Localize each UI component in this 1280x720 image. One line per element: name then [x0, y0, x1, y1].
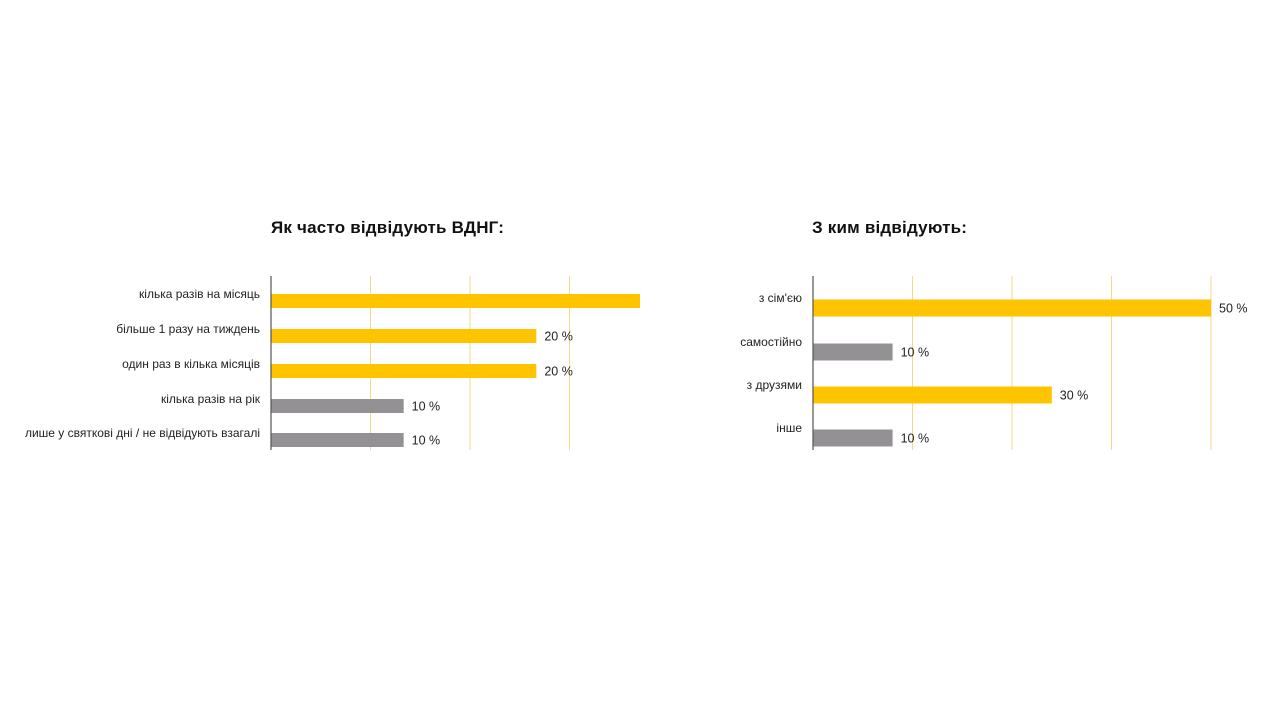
category-label: лише у святкові дні / не відвідують взаг…	[25, 426, 260, 440]
bar	[271, 433, 404, 447]
value-label: 30 %	[1060, 389, 1089, 403]
category-label: самостійно	[740, 335, 802, 349]
chart-visit-company: З ким відвідують: 50 % з сім'єю 10 % самост…	[640, 0, 1280, 720]
chart-title-visit-company: З ким відвідують:	[812, 218, 968, 237]
category-label: інше	[776, 421, 802, 435]
category-label: один раз в кілька місяців	[122, 357, 260, 371]
value-label: 50 %	[1219, 302, 1248, 316]
bar	[813, 299, 1211, 317]
bar	[813, 343, 893, 361]
value-label: 20 %	[544, 365, 573, 379]
plot-visit-company: 50 % з сім'єю 10 % самостійно 30 % з друзями 1…	[740, 276, 1248, 450]
bar	[813, 386, 1052, 404]
category-label: кілька разів на рік	[161, 392, 261, 406]
bar	[271, 399, 404, 413]
bar	[271, 329, 537, 343]
chart-visit-frequency: Як часто відвідують ВДНГ: 30 %кілька раз…	[25, 218, 640, 450]
bar	[271, 294, 640, 308]
value-label: 10 %	[901, 432, 930, 446]
value-label: 20 %	[544, 330, 573, 344]
bar	[271, 364, 537, 378]
category-label: з сім'єю	[759, 291, 802, 305]
value-label: 10 %	[412, 434, 441, 448]
category-label: більше 1 разу на тиждень	[116, 322, 260, 336]
value-label: 10 %	[901, 346, 930, 360]
value-label: 10 %	[412, 400, 441, 414]
bar	[813, 429, 893, 447]
chart-title-visit-frequency: Як часто відвідують ВДНГ:	[271, 218, 505, 237]
category-label: кілька разів на місяць	[139, 287, 260, 301]
category-label: з друзями	[747, 378, 802, 392]
